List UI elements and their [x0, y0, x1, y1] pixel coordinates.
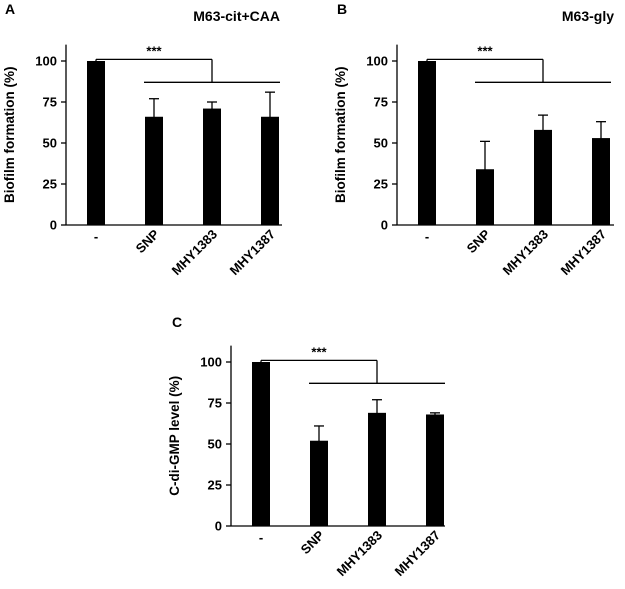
significance-label: *** — [477, 43, 493, 58]
panel-letter: C — [172, 314, 182, 330]
bar-control — [418, 61, 436, 225]
y-tick-label: 75 — [43, 95, 57, 110]
bar-mhy1383 — [534, 129, 552, 225]
y-tick-label: 50 — [374, 136, 388, 151]
y-tick-label: 0 — [215, 519, 222, 534]
panel-letter: A — [5, 1, 15, 17]
y-tick-label: 50 — [208, 437, 222, 452]
x-tick-label: MHY1383 — [500, 227, 551, 278]
bar-control — [87, 61, 105, 225]
panel-a: A M63-cit+CAA 0 25 50 75 100 Biofilm formation … — [2, 1, 282, 278]
y-tick-label: 100 — [200, 355, 222, 370]
bar-control — [252, 362, 270, 526]
y-tick-label: 75 — [374, 95, 388, 110]
bar-mhy1387 — [426, 414, 444, 526]
x-tick-label: MHY1387 — [558, 227, 609, 278]
bar-snp — [310, 440, 328, 526]
y-tick-label: 50 — [43, 136, 57, 151]
y-axis-title: C-di-GMP level (%) — [167, 376, 182, 496]
x-tick-label: MHY1387 — [392, 528, 443, 579]
x-tick-label: SNP — [133, 226, 163, 256]
x-tick-label: MHY1383 — [334, 528, 385, 579]
y-tick-label: 100 — [366, 54, 388, 69]
y-tick-label: 25 — [43, 177, 57, 192]
significance-label: *** — [146, 43, 162, 58]
x-tick-label: MHY1383 — [169, 227, 220, 278]
y-tick-label: 0 — [50, 218, 57, 233]
x-tick-label: - — [259, 530, 263, 545]
y-tick-label: 0 — [381, 218, 388, 233]
y-tick-label: 25 — [208, 478, 222, 493]
bar-mhy1387 — [592, 138, 610, 225]
panel-b: B M63-gly 0 25 50 75 100 Biofilm formation (%) -… — [333, 1, 614, 278]
x-tick-label: MHY1387 — [227, 227, 278, 278]
bar-mhy1383 — [368, 412, 386, 526]
significance-label: *** — [311, 344, 327, 359]
y-tick-label: 25 — [374, 177, 388, 192]
x-tick-label: SNP — [298, 527, 328, 557]
chart-title: M63-gly — [562, 8, 614, 24]
y-tick-label: 75 — [208, 396, 222, 411]
bar-mhy1387 — [261, 116, 279, 225]
chart-title: M63-cit+CAA — [193, 8, 280, 24]
bar-snp — [145, 116, 163, 225]
x-tick-label: SNP — [464, 226, 494, 256]
bar-mhy1383 — [203, 108, 221, 225]
y-axis-title: Biofilm formation (%) — [2, 67, 17, 204]
panel-letter: B — [337, 1, 347, 17]
panel-c: C 0 25 50 75 100 C-di-GMP level (%) - SNP MHY1383… — [167, 314, 445, 579]
y-axis-title: Biofilm formation (%) — [333, 67, 348, 204]
x-tick-label: - — [425, 229, 429, 244]
y-tick-label: 100 — [35, 54, 57, 69]
x-tick-label: - — [94, 229, 98, 244]
